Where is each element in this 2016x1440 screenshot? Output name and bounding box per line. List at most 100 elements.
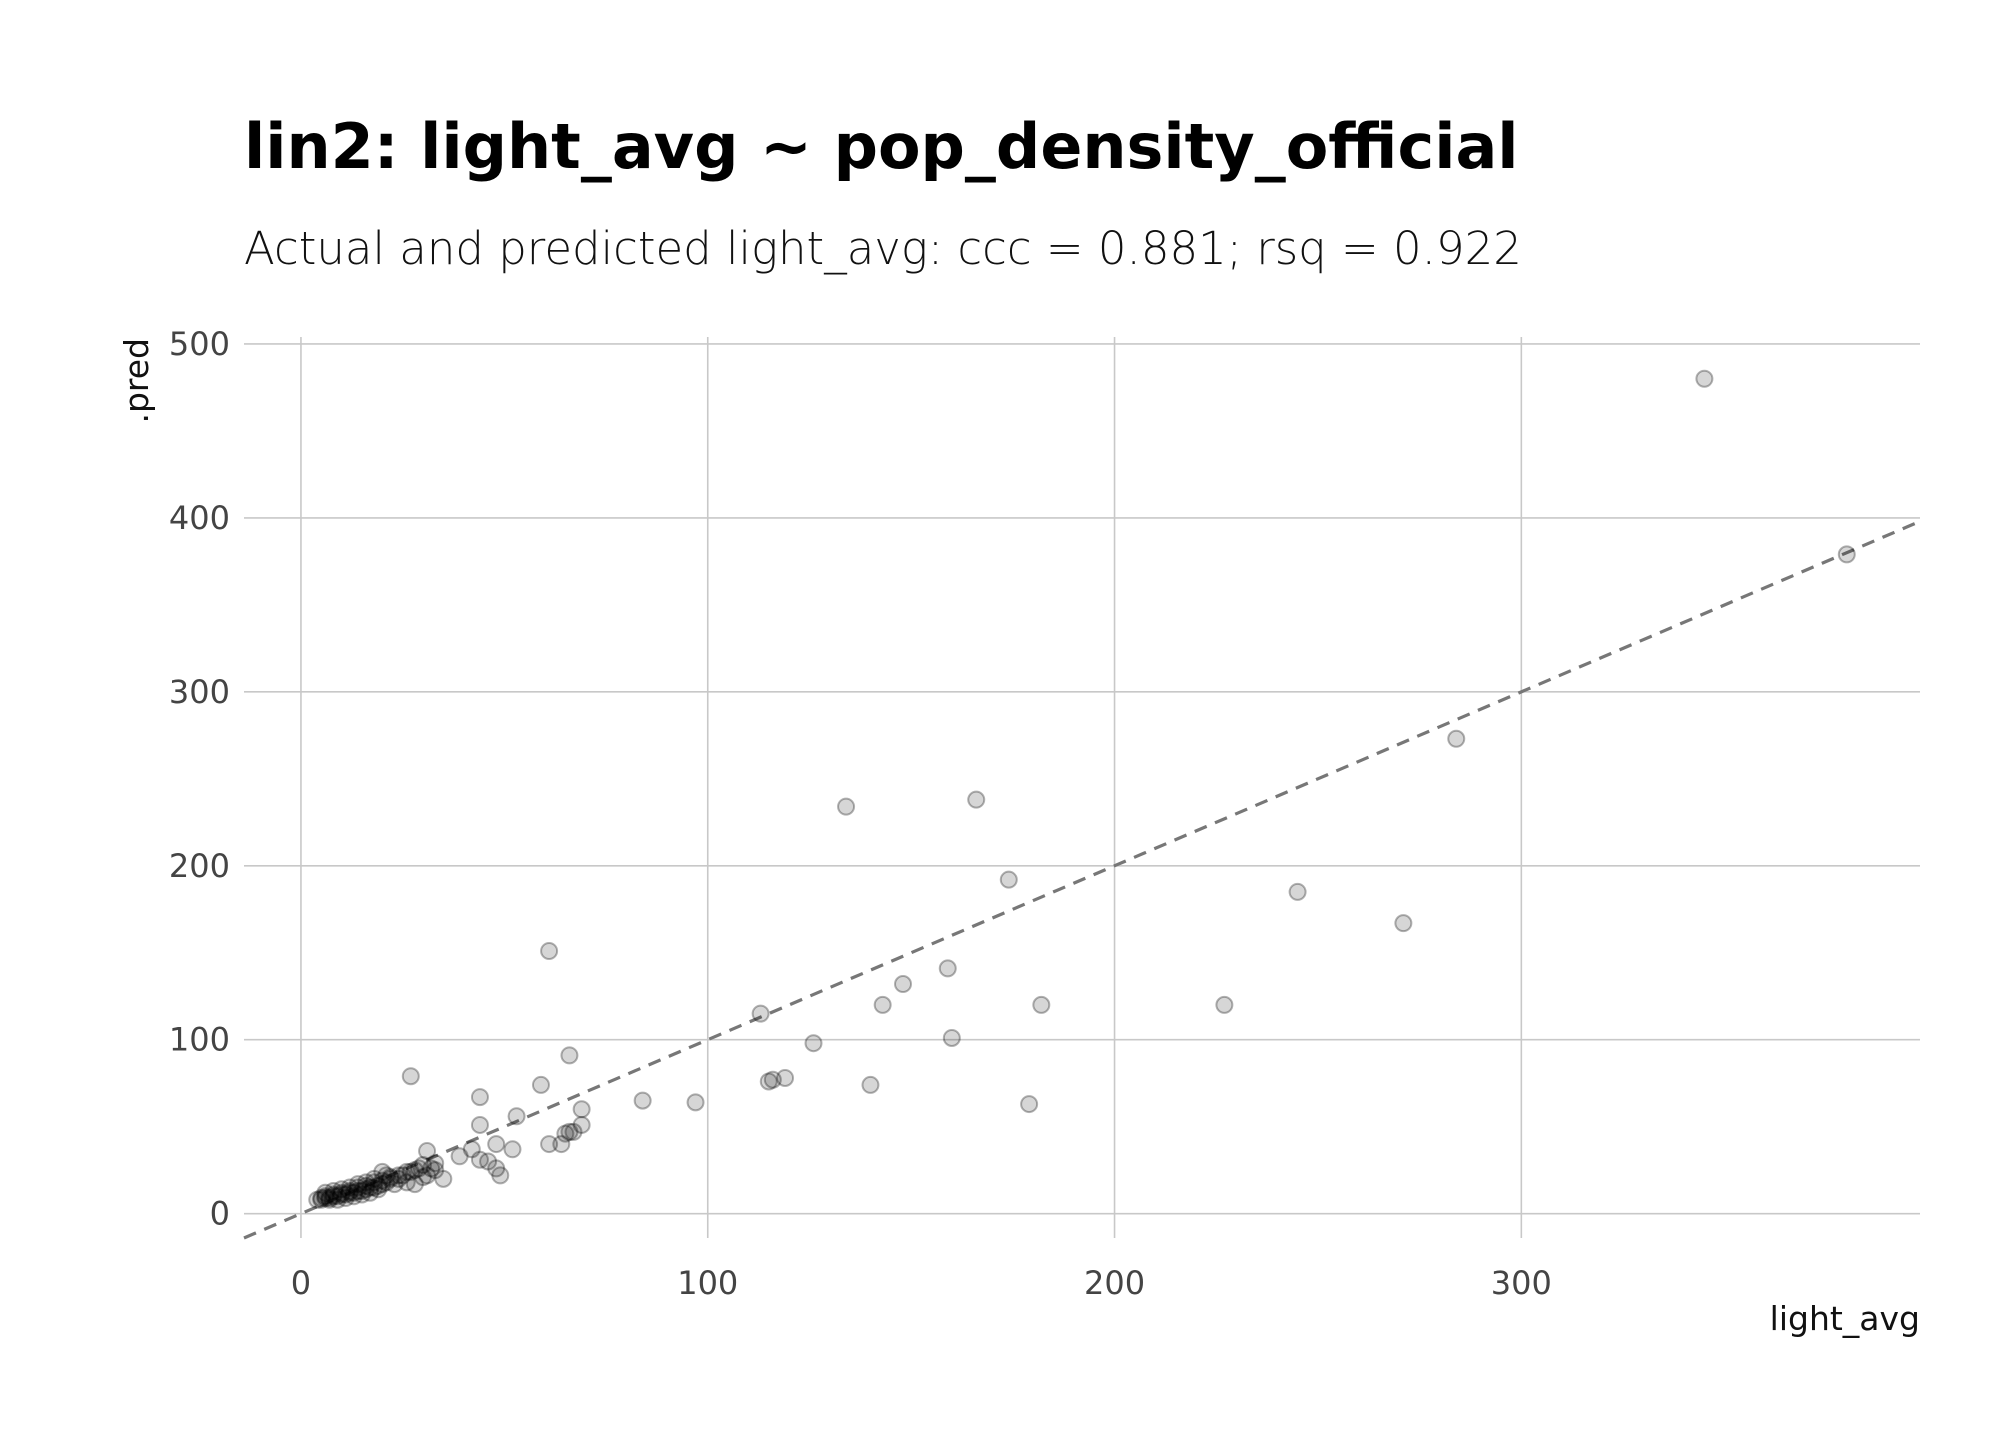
data-point bbox=[316, 1188, 335, 1207]
data-point bbox=[373, 1171, 392, 1190]
data-point bbox=[1394, 914, 1413, 933]
data-point bbox=[340, 1183, 359, 1202]
data-point bbox=[401, 1067, 420, 1086]
x-tick-label: 0 bbox=[291, 1264, 311, 1302]
data-point bbox=[344, 1187, 363, 1206]
data-point bbox=[491, 1166, 510, 1185]
data-point bbox=[348, 1175, 367, 1194]
data-point bbox=[336, 1188, 355, 1207]
data-point bbox=[564, 1122, 583, 1141]
data-point bbox=[352, 1185, 371, 1204]
data-point bbox=[320, 1190, 339, 1209]
data-point bbox=[633, 1091, 652, 1110]
data-point bbox=[1695, 369, 1714, 388]
data-point bbox=[686, 1093, 705, 1112]
y-axis-label: .pred bbox=[117, 338, 156, 424]
data-point bbox=[373, 1162, 392, 1181]
data-point bbox=[470, 1088, 489, 1107]
data-point bbox=[479, 1152, 498, 1171]
data-point bbox=[967, 790, 986, 809]
data-point bbox=[540, 1135, 559, 1154]
data-point bbox=[405, 1175, 424, 1194]
data-point bbox=[389, 1166, 408, 1185]
data-point bbox=[365, 1173, 384, 1192]
data-point bbox=[401, 1162, 420, 1181]
data-point bbox=[776, 1068, 795, 1087]
y-tick-label: 100 bbox=[169, 1021, 230, 1059]
data-point bbox=[503, 1140, 522, 1159]
reference-line bbox=[243, 519, 1921, 1240]
data-point bbox=[751, 1004, 770, 1023]
data-point bbox=[377, 1166, 396, 1185]
data-point bbox=[324, 1185, 343, 1204]
data-point bbox=[572, 1100, 591, 1119]
data-point bbox=[316, 1187, 335, 1206]
data-point bbox=[320, 1188, 339, 1207]
chart-subtitle: Actual and predicted light_avg: ccc = 0.… bbox=[244, 222, 1522, 275]
reference-line-group bbox=[243, 519, 1921, 1240]
data-point bbox=[531, 1075, 550, 1094]
data-point bbox=[381, 1168, 400, 1187]
data-point bbox=[373, 1175, 392, 1194]
data-point bbox=[324, 1187, 343, 1206]
data-point bbox=[385, 1175, 404, 1194]
data-point bbox=[393, 1166, 412, 1185]
data-point bbox=[357, 1173, 376, 1192]
x-tick-label: 100 bbox=[677, 1264, 738, 1302]
data-point bbox=[422, 1159, 441, 1178]
data-point bbox=[357, 1180, 376, 1199]
data-point bbox=[837, 797, 856, 816]
data-point bbox=[369, 1180, 388, 1199]
data-point bbox=[344, 1183, 363, 1202]
data-point bbox=[426, 1154, 445, 1173]
data-point bbox=[340, 1178, 359, 1197]
data-point bbox=[352, 1182, 371, 1201]
data-point bbox=[316, 1183, 335, 1202]
data-point bbox=[873, 995, 892, 1014]
data-point bbox=[540, 942, 559, 961]
data-point bbox=[938, 959, 957, 978]
data-point bbox=[328, 1190, 347, 1209]
data-point bbox=[348, 1178, 367, 1197]
data-point bbox=[942, 1028, 961, 1047]
data-point bbox=[332, 1180, 351, 1199]
data-point bbox=[340, 1182, 359, 1201]
y-tick-label: 0 bbox=[210, 1195, 230, 1233]
data-point bbox=[413, 1168, 432, 1187]
data-point bbox=[418, 1142, 437, 1161]
x-tick-label: 200 bbox=[1084, 1264, 1145, 1302]
data-point bbox=[470, 1150, 489, 1169]
data-point bbox=[560, 1046, 579, 1065]
data-point bbox=[332, 1185, 351, 1204]
data-point bbox=[434, 1169, 453, 1188]
data-point bbox=[336, 1185, 355, 1204]
y-tick-label: 200 bbox=[169, 847, 230, 885]
data-point bbox=[328, 1187, 347, 1206]
data-point bbox=[389, 1169, 408, 1188]
data-point bbox=[312, 1190, 331, 1209]
chart-title: lin2: light_avg ~ pop_density_official bbox=[244, 110, 1519, 183]
data-point bbox=[348, 1182, 367, 1201]
data-point bbox=[377, 1173, 396, 1192]
data-point bbox=[556, 1124, 575, 1143]
data-points bbox=[308, 369, 1856, 1209]
data-point bbox=[308, 1190, 327, 1209]
data-point bbox=[426, 1161, 445, 1180]
data-point bbox=[365, 1178, 384, 1197]
data-point bbox=[1837, 545, 1856, 564]
data-point bbox=[487, 1159, 506, 1178]
data-point bbox=[450, 1147, 469, 1166]
data-point bbox=[381, 1169, 400, 1188]
data-point bbox=[397, 1173, 416, 1192]
data-point bbox=[418, 1166, 437, 1185]
data-point bbox=[560, 1122, 579, 1141]
y-tick-label: 500 bbox=[169, 325, 230, 363]
data-point bbox=[332, 1183, 351, 1202]
data-point bbox=[409, 1159, 428, 1178]
data-point bbox=[552, 1135, 571, 1154]
data-point bbox=[361, 1183, 380, 1202]
data-point bbox=[861, 1075, 880, 1094]
x-axis-ticks: 0 100 200 300 bbox=[291, 1264, 1552, 1302]
data-point bbox=[894, 975, 913, 994]
